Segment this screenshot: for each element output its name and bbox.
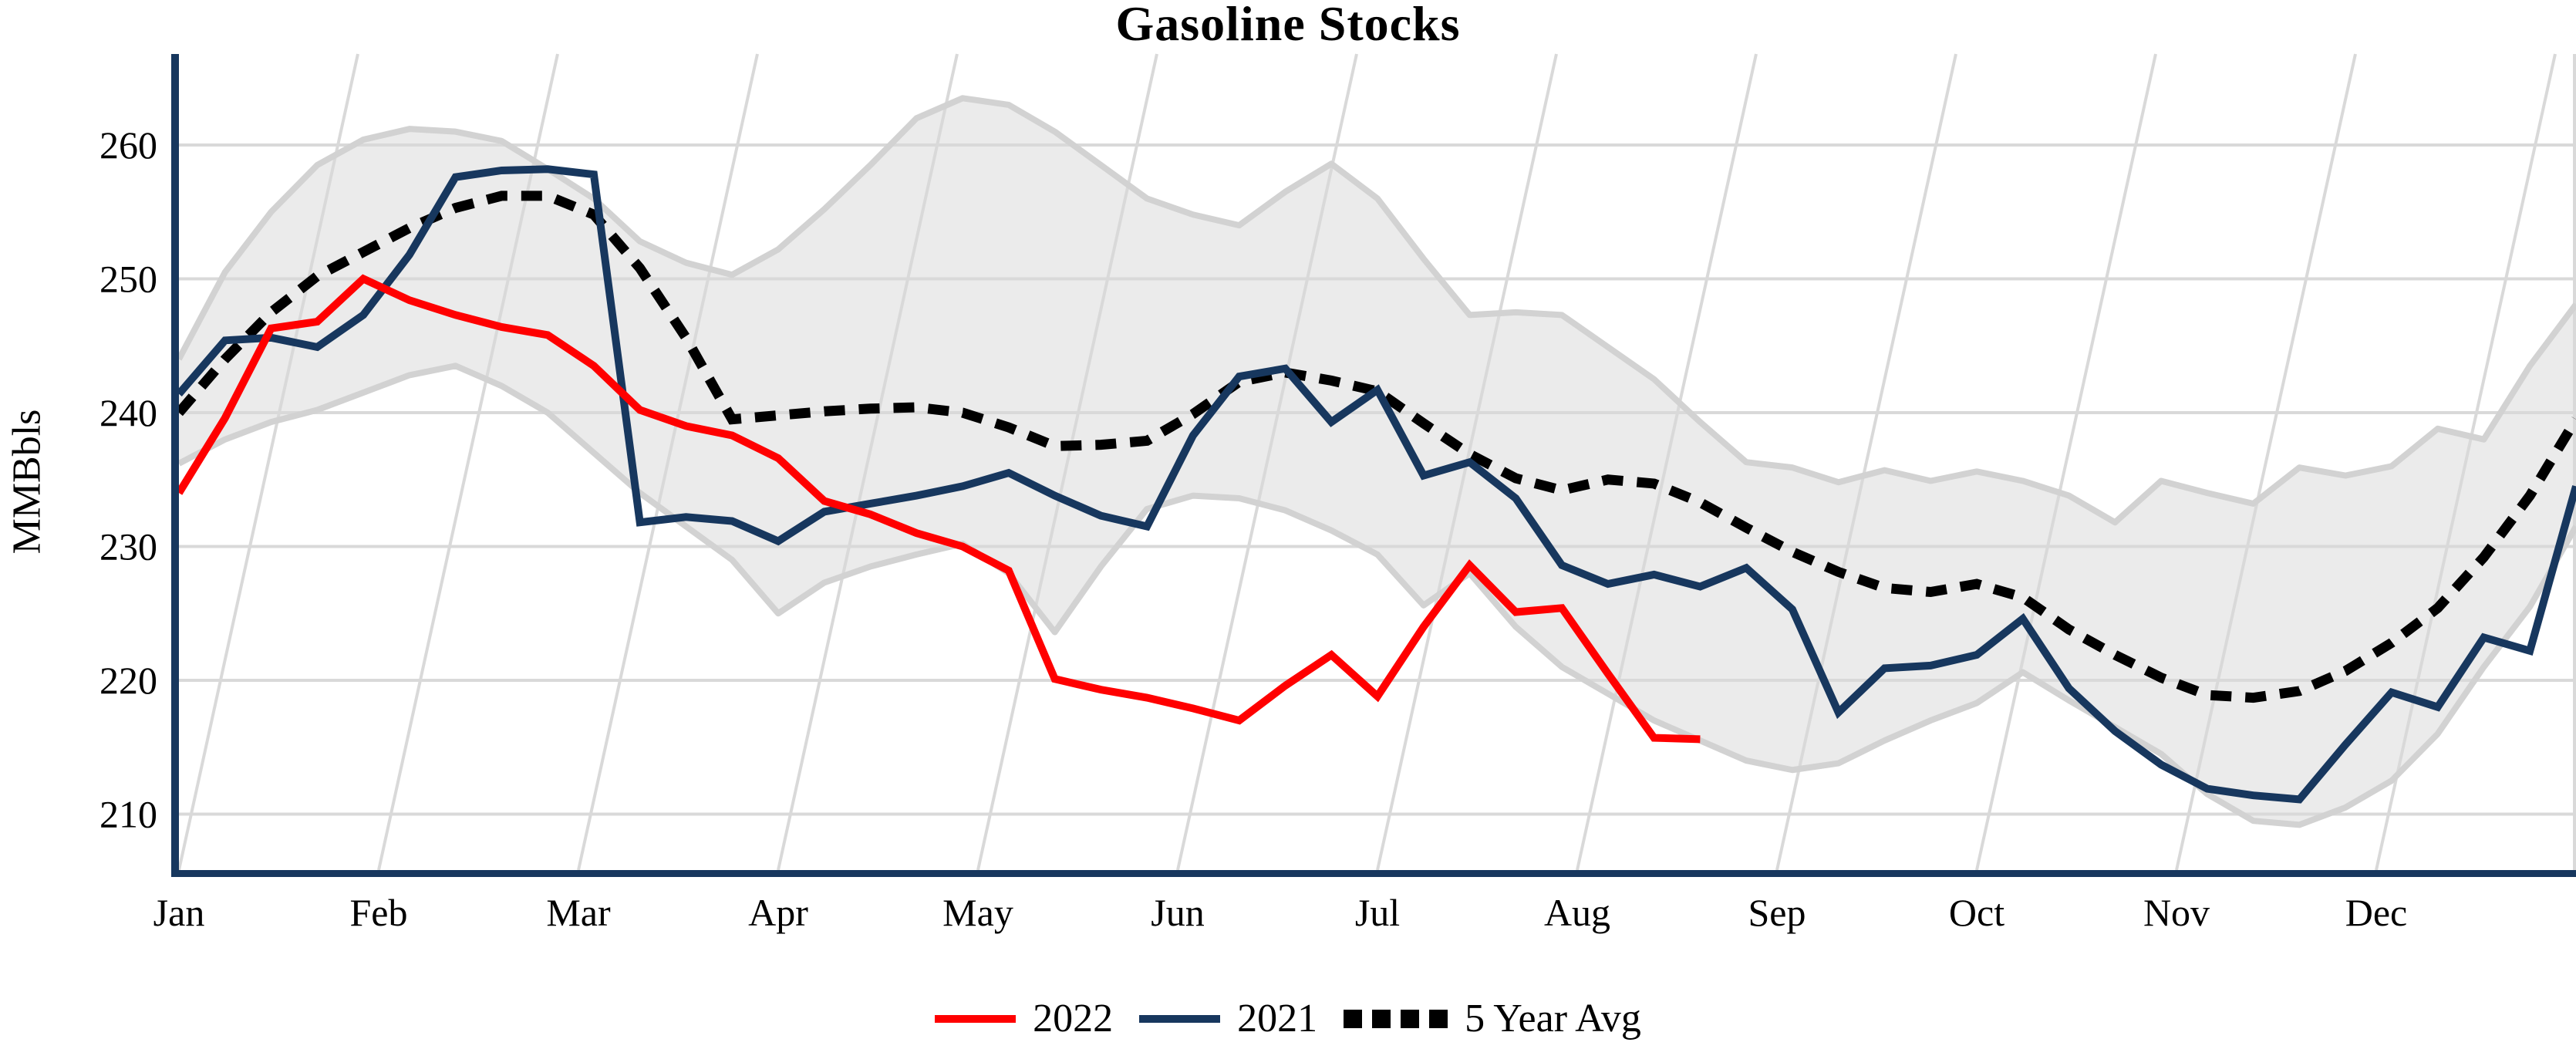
legend-swatch-2021-line-icon: [1139, 1014, 1221, 1023]
svg-text:230: 230: [99, 525, 157, 568]
svg-text:Nov: Nov: [2143, 891, 2210, 934]
legend-item-2022: 2022: [935, 996, 1113, 1041]
svg-text:Dec: Dec: [2345, 891, 2408, 934]
svg-text:220: 220: [99, 659, 157, 702]
legend: 2022 2021 5 Year Avg: [0, 996, 2576, 1041]
legend-label-2021: 2021: [1237, 997, 1318, 1041]
legend-swatch-2022-line-icon: [935, 1014, 1017, 1023]
svg-text:Jul: Jul: [1355, 891, 1400, 934]
chart-title: Gasoline Stocks: [1115, 0, 1461, 51]
legend-swatch-5yr-avg-dotted-icon: [1344, 1009, 1448, 1028]
legend-item-2021: 2021: [1139, 996, 1317, 1041]
svg-text:260: 260: [99, 123, 157, 167]
legend-item-5yr-avg: 5 Year Avg: [1344, 996, 1641, 1041]
svg-text:210: 210: [99, 793, 157, 836]
svg-text:Jan: Jan: [153, 891, 205, 934]
legend-label-2022: 2022: [1033, 997, 1114, 1041]
svg-text:Apr: Apr: [748, 891, 808, 934]
svg-text:240: 240: [99, 391, 157, 434]
svg-text:May: May: [942, 891, 1013, 934]
svg-text:Sep: Sep: [1748, 891, 1806, 934]
legend-label-5yr-avg: 5 Year Avg: [1465, 997, 1641, 1041]
svg-text:Jun: Jun: [1151, 891, 1204, 934]
svg-text:250: 250: [99, 258, 157, 301]
svg-text:Feb: Feb: [350, 891, 408, 934]
svg-text:Mar: Mar: [546, 891, 611, 934]
svg-text:Aug: Aug: [1544, 891, 1610, 934]
svg-text:Oct: Oct: [1949, 891, 2004, 934]
